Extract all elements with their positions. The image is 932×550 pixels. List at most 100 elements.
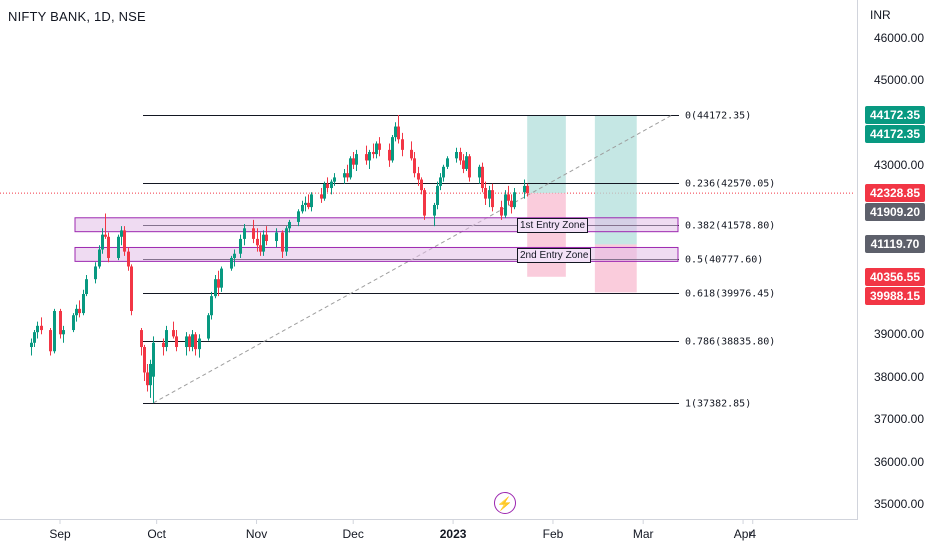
time-tick-label: Oct — [147, 527, 166, 541]
candle-body — [513, 192, 516, 208]
fib-level-label: 0.618(39976.45) — [685, 288, 776, 299]
time-tick-label: Mar — [632, 527, 654, 541]
candle-body — [491, 190, 494, 208]
time-tick-label: Feb — [542, 527, 564, 541]
candlestick-series — [30, 114, 529, 403]
candle-body — [478, 166, 481, 178]
candle-body — [130, 266, 133, 311]
candle-body — [484, 188, 487, 199]
candle-body — [346, 173, 349, 178]
price-tick-label: 46000.00 — [873, 30, 924, 45]
candle-body — [333, 177, 336, 182]
candle-body — [49, 330, 52, 352]
candle-body — [507, 194, 510, 201]
candle-body — [488, 190, 491, 199]
price-badge: 41909.20 — [865, 203, 925, 222]
candle-body — [378, 143, 381, 150]
candle-body — [372, 151, 375, 155]
candle-body — [40, 325, 43, 331]
price-badge: 40356.55 — [865, 267, 925, 286]
candle-body — [288, 221, 291, 229]
candle-body — [330, 181, 333, 189]
candle-body — [210, 296, 213, 316]
candle-body — [504, 194, 507, 216]
candle-body — [85, 279, 88, 295]
candle-body — [214, 279, 217, 297]
candle-body — [326, 183, 329, 189]
candle-body — [397, 126, 400, 140]
candle-body — [297, 211, 300, 222]
candle-body — [165, 330, 168, 348]
candle-body — [146, 372, 149, 386]
fib-level-label: 1(37382.85) — [685, 398, 752, 409]
candle-body — [307, 202, 310, 208]
price-tick-label: 39000.00 — [873, 327, 924, 342]
position-boxes[interactable] — [527, 114, 637, 293]
fib-level-label: 0.382(41578.80) — [685, 220, 776, 231]
candle-body — [123, 230, 126, 252]
candle-body — [401, 139, 404, 150]
candle-body — [75, 308, 78, 316]
candle-body — [304, 202, 307, 205]
candle-body — [259, 245, 262, 252]
time-tick-label: Nov — [245, 527, 268, 541]
price-tick-label: 36000.00 — [873, 454, 924, 469]
price-tick-label: 38000.00 — [873, 369, 924, 384]
candle-body — [465, 156, 468, 169]
entry-zone-label: 2nd Entry Zone — [517, 247, 592, 263]
fib-level-label: 0(44172.35) — [685, 110, 752, 121]
candle-body — [265, 234, 268, 242]
fib-level-label: 0.236(42570.05) — [685, 178, 776, 189]
candle-body — [523, 185, 526, 193]
stop-loss-zone — [527, 193, 566, 277]
candle-body — [127, 251, 130, 267]
candle-body — [30, 342, 33, 348]
candle-body — [140, 330, 143, 348]
candle-body — [375, 143, 378, 155]
candle-body — [343, 173, 346, 178]
time-tick-label: Apr — [733, 527, 753, 541]
candle-body — [143, 347, 146, 373]
candle-body — [175, 336, 178, 348]
candle-body — [442, 166, 445, 178]
flash-icon[interactable]: ⚡ — [494, 492, 516, 514]
candle-body — [188, 336, 191, 348]
candle-body — [446, 158, 449, 167]
candle-body — [62, 330, 65, 335]
candle-body — [59, 310, 62, 335]
candle-body — [462, 160, 465, 169]
time-tick-label: 4 — [749, 527, 757, 541]
symbol-title[interactable]: NIFTY BANK, 1D, NSE — [8, 9, 146, 24]
candle-body — [120, 230, 123, 237]
candle-body — [194, 334, 197, 350]
candle-body — [191, 334, 194, 348]
candle-body — [355, 154, 358, 165]
candle-body — [101, 234, 104, 250]
candle-body — [368, 151, 371, 161]
candle-body — [394, 126, 397, 138]
candle-body — [352, 158, 355, 165]
entry-zone-label: 1st Entry Zone — [517, 218, 589, 234]
candle-body — [423, 190, 426, 216]
price-badge: 42328.85 — [865, 184, 925, 203]
price-axis-unit: INR — [870, 8, 891, 22]
candle-body — [388, 149, 391, 161]
candle-body — [72, 315, 75, 331]
price-tick-label: 37000.00 — [873, 412, 924, 427]
time-tick-label: Sep — [49, 527, 71, 541]
candle-body — [82, 294, 85, 314]
candle-body — [323, 183, 326, 199]
candle-body — [526, 185, 529, 194]
candle-body — [94, 266, 97, 280]
candle-body — [310, 194, 313, 208]
candle-body — [117, 236, 120, 258]
candle-body — [243, 228, 246, 239]
candle-body — [162, 342, 165, 348]
candle-body — [281, 232, 284, 252]
candle-body — [510, 200, 513, 208]
price-tick-label: 35000.00 — [873, 496, 924, 511]
candle-body — [500, 207, 503, 216]
candle-body — [53, 310, 56, 352]
candle-body — [252, 228, 255, 239]
